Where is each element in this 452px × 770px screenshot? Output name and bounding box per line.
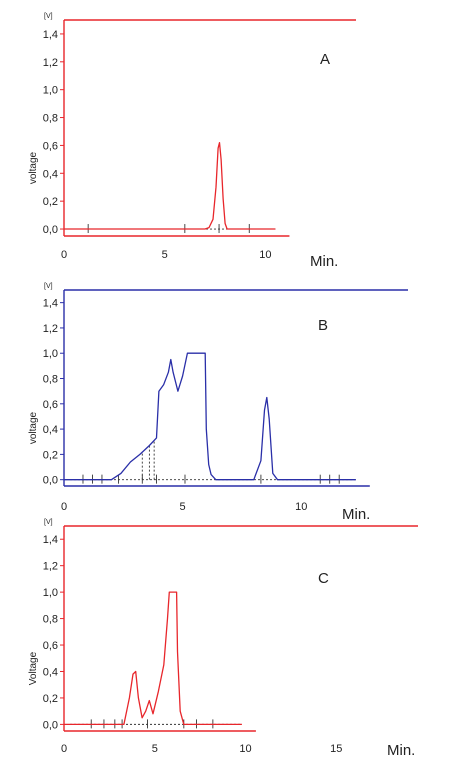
chart-panel-b: 0,0 0,2 0,4 0,6 0,8 1,0 1,2 1,4 [V] voltage 0 5 10 Mi…	[28, 283, 408, 523]
x-tick-label: 5	[180, 501, 186, 513]
y-tick-label: 0,0	[43, 224, 58, 236]
y-tick-label: 0,2	[43, 449, 58, 461]
x-tick-label: 10	[295, 501, 307, 513]
y-tick-label: 0,8	[43, 113, 58, 125]
y-axis-title: voltage	[28, 151, 39, 184]
x-tick-label: 10	[239, 743, 251, 755]
y-tick-label: 0,4	[43, 424, 58, 436]
y-tick-label: 0,4	[43, 168, 58, 180]
y-tick-label: 1,4	[43, 534, 58, 546]
y-tick-label: 0,2	[43, 693, 58, 705]
y-tick-label: 1,0	[43, 348, 58, 360]
x-tick-label: 0	[61, 743, 67, 755]
signal-trace	[64, 352, 356, 481]
y-tick-label: 1,4	[43, 298, 58, 310]
y-tick-label: 0,0	[43, 719, 58, 731]
x-tick-label: 5	[152, 743, 158, 755]
y-tick-label: 1,2	[43, 561, 58, 573]
y-tick-label: 0,4	[43, 666, 58, 678]
x-tick-label: 0	[61, 249, 67, 261]
y-tick-label: 0,8	[43, 374, 58, 386]
x-axis-title: Min.	[387, 742, 415, 759]
y-tick-label: 0,8	[43, 614, 58, 626]
y-axis-title: Voltage	[28, 651, 39, 685]
y-tick-label: 0,6	[43, 140, 58, 152]
y-unit-label: [V]	[44, 519, 53, 526]
y-tick-label: 1,0	[43, 85, 58, 97]
x-tick-label: 5	[162, 249, 168, 261]
y-tick-label: 0,6	[43, 399, 58, 411]
signal-trace	[64, 591, 242, 726]
x-tick-label: 10	[259, 249, 271, 261]
y-tick-label: 0,6	[43, 640, 58, 652]
x-tick-label: 0	[61, 501, 67, 513]
x-tick-label: 15	[330, 743, 342, 755]
y-unit-label: [V]	[44, 13, 53, 20]
panel-label: B	[318, 317, 328, 334]
signal-trace	[64, 141, 276, 230]
y-tick-label: 0,2	[43, 196, 58, 208]
y-tick-label: 1,0	[43, 587, 58, 599]
y-tick-label: 1,4	[43, 29, 58, 41]
y-unit-label: [V]	[44, 283, 53, 290]
chart-panel-a: 0,0 0,2 0,4 0,6 0,8 1,0 1,2 1,4 [V] voltage 0 5 10 Mi…	[28, 13, 356, 270]
y-tick-label: 1,2	[43, 323, 58, 335]
x-axis-title: Min.	[310, 253, 338, 270]
y-tick-label: 1,2	[43, 57, 58, 69]
y-axis-title: voltage	[28, 411, 39, 444]
panel-label: C	[318, 570, 329, 587]
x-axis-title: Min.	[342, 506, 370, 523]
y-tick-label: 0,0	[43, 475, 58, 487]
panel-label: A	[320, 51, 330, 68]
chart-panel-c: 0,0 0,2 0,4 0,6 0,8 1,0 1,2 1,4 [V] Voltage 0 5 10 15…	[28, 519, 418, 759]
